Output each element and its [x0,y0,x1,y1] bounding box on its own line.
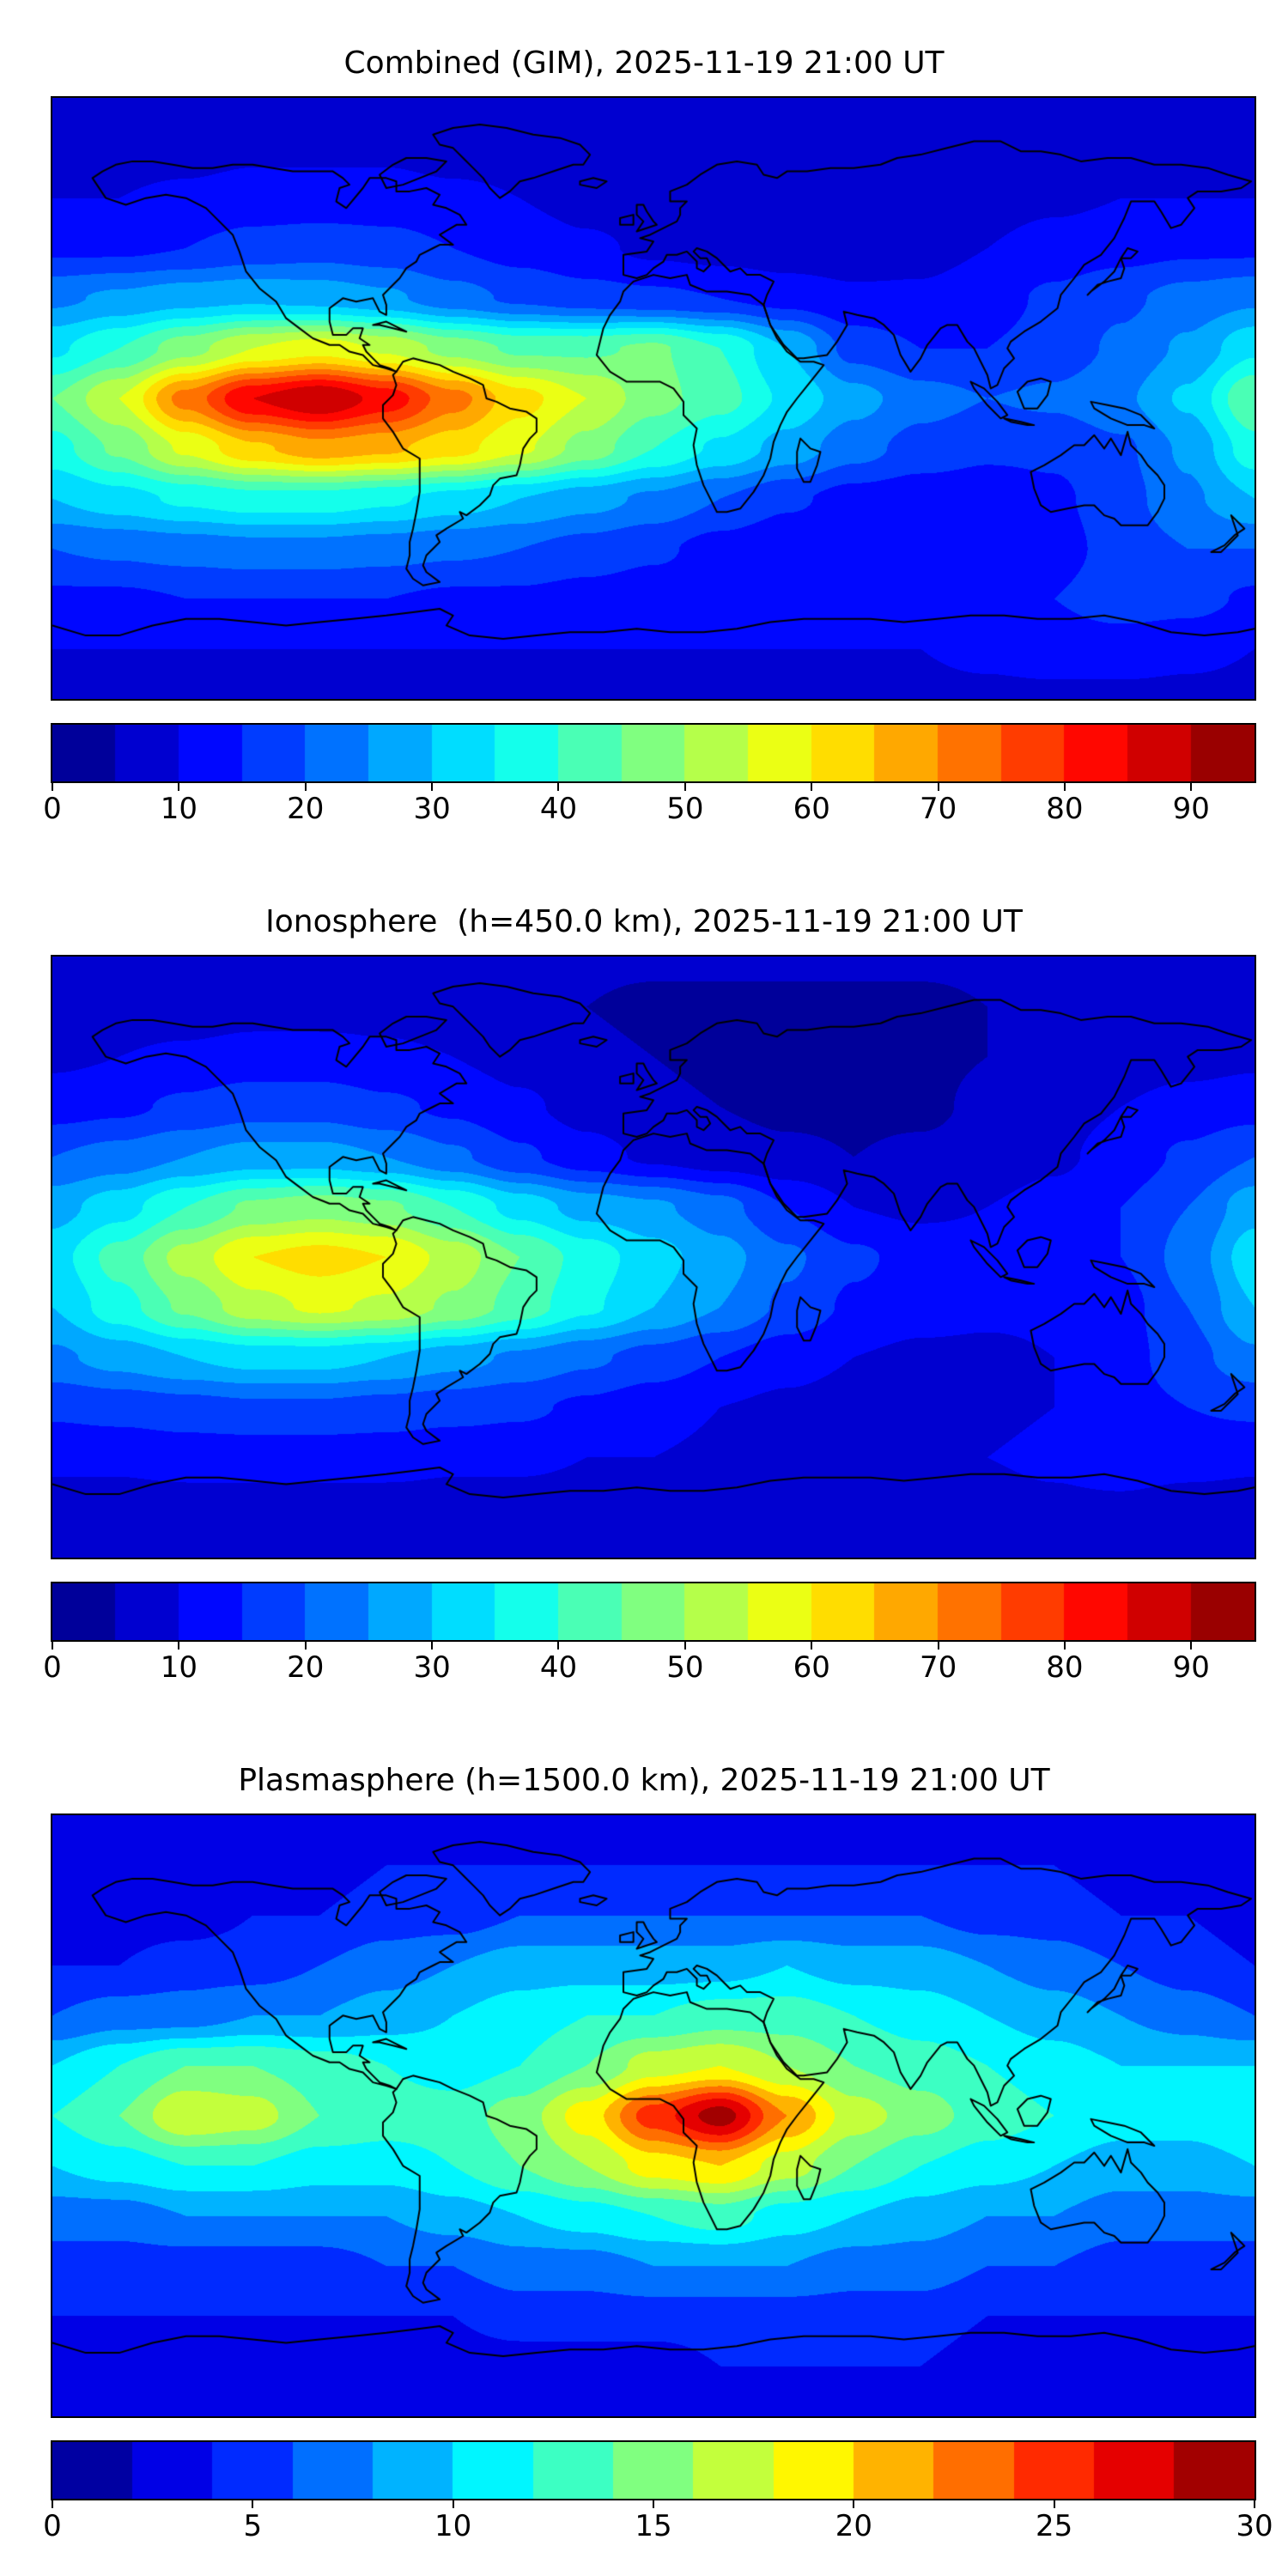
tec-map-canvas [52,98,1255,699]
colorbar-ticks: 0 10 20 30 40 50 60 70 80 90 [43,1642,1255,1690]
colorbar-tick-label: 10 [434,2509,472,2543]
colorbar-tick [1053,2500,1055,2508]
panel-title: Ionosphere (h=450.0 km), 2025-11-19 21:0… [265,904,1023,939]
colorbar-tick [653,2500,654,2508]
panel-combined: Combined (GIM), 2025-11-19 21:00 UT 0 10 2… [0,0,1288,859]
colorbar-tick-label: 40 [539,1650,578,1685]
colorbar-tick [252,2500,254,2508]
colorbar-tick [1254,2500,1255,2508]
colorbar-tick-label: 30 [413,792,451,826]
colorbar-tick [52,1642,53,1649]
colorbar-tick [937,783,939,791]
colorbar-tick-label: 0 [43,792,62,826]
colorbar-tick-label: 15 [635,2509,672,2543]
colorbar-tick-label: 70 [919,1650,957,1685]
colorbar-tick [52,783,53,791]
colorbar-canvas [52,725,1255,781]
colorbar [51,2440,1256,2500]
colorbar-tick [304,783,307,791]
colorbar-tick-label: 30 [413,1650,451,1685]
colorbar-tick [178,783,180,791]
panel-plasmasphere: Plasmasphere (h=1500.0 km), 2025-11-19 2… [0,1717,1288,2576]
colorbar-tick-label: 20 [835,2509,872,2543]
panel-ionosphere: Ionosphere (h=450.0 km), 2025-11-19 21:0… [0,859,1288,1717]
colorbar-tick-label: 25 [1036,2509,1073,2543]
colorbar-tick-label: 90 [1172,792,1210,826]
colorbar-tick-label: 30 [1236,2509,1273,2543]
colorbar-tick-label: 50 [666,792,704,826]
colorbar-ticks: 0 10 20 30 40 50 60 70 80 90 [43,783,1255,831]
colorbar-tick-label: 60 [793,792,830,826]
tec-map-canvas [52,1815,1255,2416]
colorbar-tick [1063,1642,1066,1649]
colorbar-tick-label: 80 [1046,1650,1084,1685]
colorbar-tick [557,783,560,791]
colorbar-tick-label: 60 [793,1650,830,1685]
colorbar-tick-label: 80 [1046,792,1084,826]
map-axes [51,96,1256,701]
colorbar-tick-label: 20 [287,1650,325,1685]
colorbar-tick-label: 0 [43,2509,62,2543]
colorbar-tick [431,1642,434,1649]
colorbar-tick-label: 50 [666,1650,704,1685]
colorbar-tick [304,1642,307,1649]
map-axes [51,955,1256,1559]
colorbar-tick-label: 10 [160,792,197,826]
colorbar-canvas [52,2442,1255,2499]
colorbar-tick [853,2500,855,2508]
colorbar-tick [178,1642,180,1649]
colorbar-ticks: 0 5 10 15 20 25 30 [43,2500,1273,2549]
colorbar-tick [683,1642,686,1649]
tec-map-canvas [52,957,1255,1558]
colorbar-tick-label: 20 [287,792,325,826]
colorbar-tick [1190,1642,1193,1649]
colorbar-tick [52,2500,53,2508]
colorbar-tick [452,2500,454,2508]
colorbar-tick [1063,783,1066,791]
panel-title: Combined (GIM), 2025-11-19 21:00 UT [343,46,945,81]
colorbar-tick-label: 70 [919,792,957,826]
colorbar-tick-label: 90 [1172,1650,1210,1685]
colorbar-tick-label: 10 [160,1650,197,1685]
colorbar-tick [557,1642,560,1649]
colorbar-tick-label: 5 [243,2509,263,2543]
colorbar-tick [811,783,813,791]
colorbar-tick [811,1642,813,1649]
colorbar-tick [937,1642,939,1649]
colorbar-tick [683,783,686,791]
colorbar [51,723,1256,783]
colorbar-tick-label: 40 [539,792,578,826]
map-axes [51,1814,1256,2418]
panel-title: Plasmasphere (h=1500.0 km), 2025-11-19 2… [238,1763,1050,1798]
colorbar-tick [1190,783,1193,791]
colorbar-canvas [52,1583,1255,1640]
colorbar [51,1582,1256,1642]
colorbar-tick [431,783,434,791]
colorbar-tick-label: 0 [43,1650,62,1685]
